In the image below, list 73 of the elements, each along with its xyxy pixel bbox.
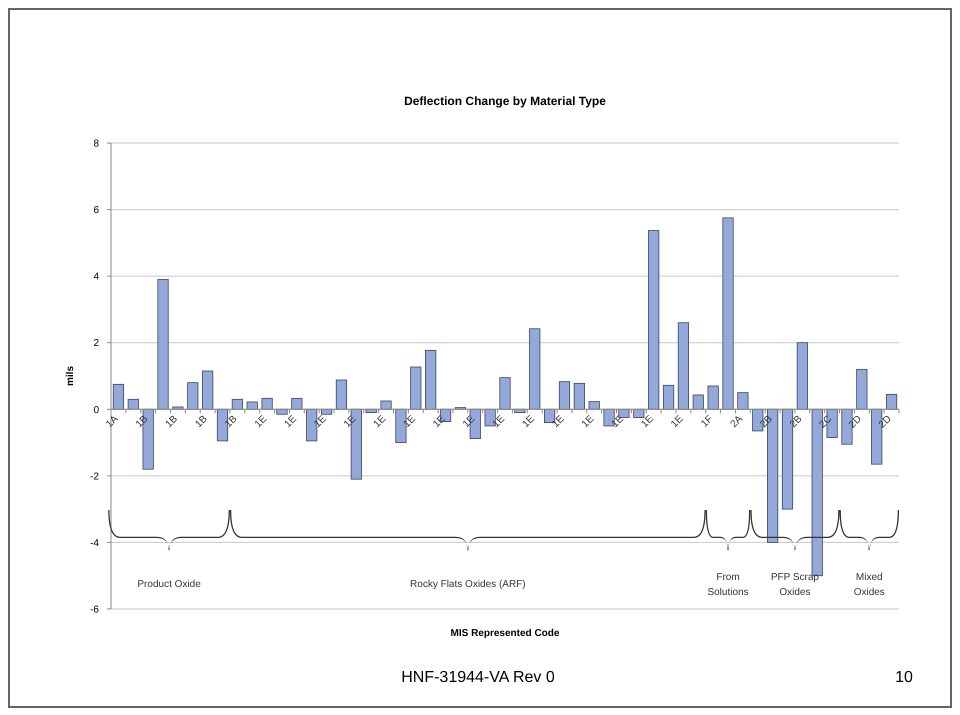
x-tick-label: 2C — [817, 414, 834, 430]
annotation: Rocky Flats Oxides (ARF) — [410, 579, 526, 590]
y-tick-label: -6 — [90, 604, 100, 616]
bar — [574, 382, 585, 410]
bar — [499, 377, 511, 410]
bar — [425, 350, 436, 410]
bar — [856, 368, 868, 410]
chart-title: Deflection Change by Material Type — [404, 94, 606, 108]
x-tick-label: 1B — [193, 413, 210, 430]
x-tick-label: 1E — [460, 413, 478, 430]
x-tick-label: 2D — [847, 414, 864, 430]
x-tick-label: 1E — [312, 413, 329, 430]
bar — [246, 402, 258, 410]
x-tick-label: 1E — [372, 413, 388, 430]
bar — [128, 398, 139, 410]
bar — [157, 279, 169, 410]
y-tick-label: -2 — [90, 471, 100, 482]
annotation: Mixed Oxides — [854, 572, 885, 598]
x-tick-label: 1B — [223, 413, 240, 430]
bar — [886, 394, 898, 410]
y-axis-title: mils — [65, 366, 76, 386]
x-tick-label: 1E — [252, 413, 270, 430]
bar — [708, 386, 719, 410]
bar — [187, 382, 198, 410]
bar — [380, 400, 392, 410]
text: 10 — [895, 669, 913, 686]
x-axis-title: MIS Represented Code — [450, 628, 560, 639]
y-tick-label: 0 — [93, 404, 100, 416]
bar — [722, 217, 734, 410]
x-tick-label: 1E — [610, 413, 626, 430]
annotation: PFP Scrap Oxides — [770, 572, 820, 598]
x-tick-label: 1E — [431, 413, 448, 430]
bar — [678, 322, 690, 410]
annotation: From Solutions — [707, 572, 749, 598]
x-tick-label: 1E — [342, 413, 359, 430]
y-tick-label: 6 — [93, 205, 100, 216]
bar — [558, 381, 570, 410]
x-tick-label: 1E — [639, 413, 656, 430]
text: HNF-31944-VA Rev 0 — [401, 669, 555, 686]
bar — [737, 392, 748, 410]
x-tick-label: 2B — [788, 413, 805, 430]
x-tick-label: 1E — [401, 413, 418, 430]
bar — [232, 398, 243, 410]
bar — [648, 230, 660, 410]
x-tick-label: 1E — [490, 413, 508, 430]
x-tick-label: 1E — [669, 413, 686, 430]
x-tick-label: 2B — [758, 413, 775, 430]
annotation: Product Oxide — [137, 579, 202, 590]
bar — [336, 380, 348, 410]
x-tick-label: 1B — [134, 413, 151, 430]
x-tick-label: 2D — [876, 414, 894, 430]
x-tick-label: 1E — [550, 413, 567, 430]
bar — [692, 394, 704, 410]
bar — [410, 366, 422, 410]
bar — [796, 342, 808, 410]
x-tick-label: 2A — [728, 413, 746, 430]
bar — [588, 401, 600, 410]
y-tick-label: 2 — [93, 338, 100, 350]
x-tick-label: 1A — [104, 413, 121, 430]
x-tick-label: 1F — [699, 414, 716, 430]
x-tick-label: 1E — [520, 413, 538, 430]
x-tick-label: 1B — [164, 413, 180, 430]
bar — [112, 384, 124, 410]
x-tick-label: 1E — [282, 413, 300, 430]
x-tick-label: 1E — [580, 413, 597, 430]
bar — [291, 398, 302, 410]
y-tick-label: -4 — [90, 538, 100, 549]
y-tick-label: 4 — [93, 272, 100, 283]
y-tick-label: 8 — [93, 138, 100, 150]
bar — [202, 370, 214, 410]
bar — [662, 384, 674, 410]
bar — [262, 398, 273, 410]
bar — [529, 328, 540, 410]
